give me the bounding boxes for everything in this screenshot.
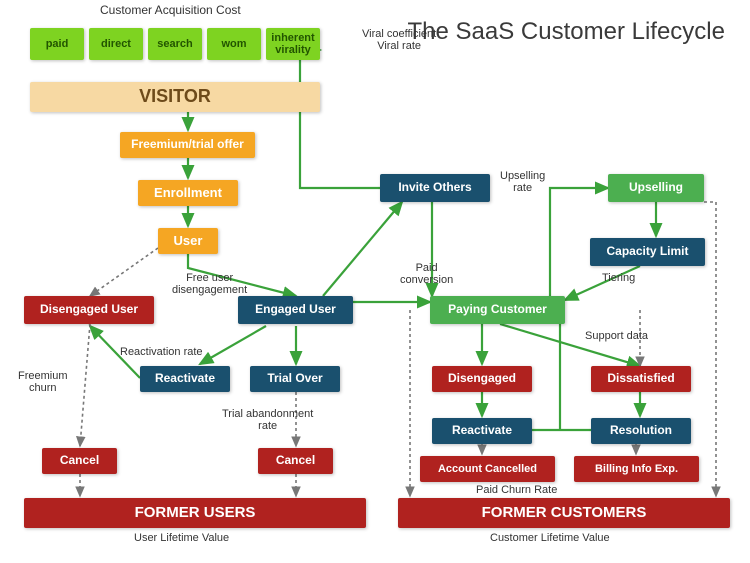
label-paid_conv: Paid conversion — [400, 262, 453, 286]
node-capacity: Capacity Limit — [590, 238, 705, 266]
label-free_dis: Free user disengagement — [172, 272, 247, 296]
node-resolution: Resolution — [591, 418, 691, 444]
node-upselling: Upselling — [608, 174, 704, 202]
cac-box-search: search — [148, 28, 202, 60]
cac-box-wom: wom — [207, 28, 261, 60]
label-support: Support data — [585, 330, 648, 342]
node-dissatisfied: Dissatisfied — [591, 366, 691, 392]
page-title: The SaaS Customer Lifecycle — [408, 18, 725, 46]
node-visitor: VISITOR — [30, 82, 320, 112]
label-free_churn: Freemium churn — [18, 370, 68, 394]
node-reactivate2: Reactivate — [432, 418, 532, 444]
label-react_rate: Reactivation rate — [120, 346, 203, 358]
cac-header: Customer Acquisition Cost — [100, 4, 241, 17]
label-ulv: User Lifetime Value — [134, 532, 229, 544]
node-disengaged_user: Disengaged User — [24, 296, 154, 324]
node-trial_over: Trial Over — [250, 366, 340, 392]
label-clv: Customer Lifetime Value — [490, 532, 610, 544]
node-acct_cancel: Account Cancelled — [420, 456, 555, 482]
node-billing: Billing Info Exp. — [574, 456, 699, 482]
label-upsell_rate: Upselling rate — [500, 170, 545, 194]
node-disengaged2: Disengaged — [432, 366, 532, 392]
label-trial_aband: Trial abandonment rate — [222, 408, 313, 432]
node-cancel1: Cancel — [42, 448, 117, 474]
node-paying_customer: Paying Customer — [430, 296, 565, 324]
node-cancel2: Cancel — [258, 448, 333, 474]
label-tiering: Tiering — [602, 272, 635, 284]
cac-box-direct: direct — [89, 28, 143, 60]
node-user: User — [158, 228, 218, 254]
node-enrollment: Enrollment — [138, 180, 238, 206]
node-former_users: FORMER USERS — [24, 498, 366, 528]
node-invite_others: Invite Others — [380, 174, 490, 202]
label-paid_churn: Paid Churn Rate — [476, 484, 557, 496]
node-freemium: Freemium/trial offer — [120, 132, 255, 158]
node-reactivate1: Reactivate — [140, 366, 230, 392]
cac-box-paid: paid — [30, 28, 84, 60]
node-former_customers: FORMER CUSTOMERS — [398, 498, 730, 528]
label-viral: Viral coefficient Viral rate — [362, 28, 436, 52]
node-engaged_user: Engaged User — [238, 296, 353, 324]
cac-box-inherent-virality: inherent virality — [266, 28, 320, 60]
